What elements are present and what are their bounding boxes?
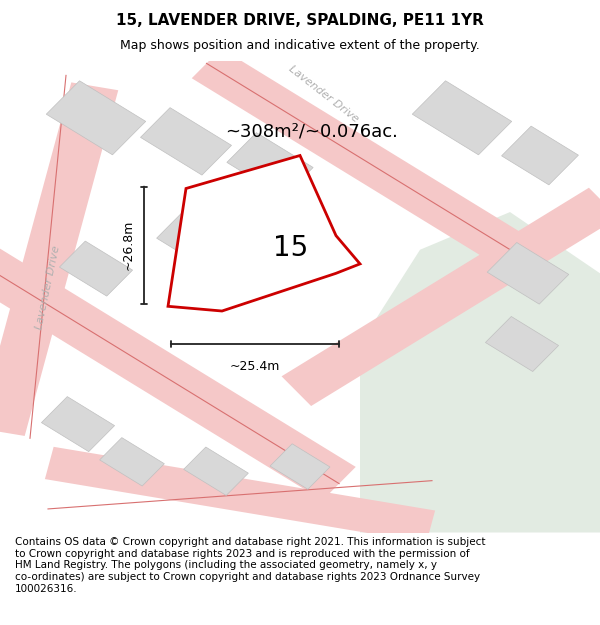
Polygon shape: [46, 81, 146, 155]
Polygon shape: [0, 235, 356, 501]
Polygon shape: [59, 241, 133, 296]
Polygon shape: [487, 242, 569, 304]
Polygon shape: [100, 438, 164, 486]
Text: Lavender Drive: Lavender Drive: [287, 64, 361, 124]
Polygon shape: [270, 444, 330, 489]
Polygon shape: [412, 81, 512, 155]
Text: Lavender Drive: Lavender Drive: [34, 244, 62, 331]
Text: Contains OS data © Crown copyright and database right 2021. This information is : Contains OS data © Crown copyright and d…: [15, 537, 485, 594]
Polygon shape: [485, 316, 559, 371]
Polygon shape: [157, 205, 251, 276]
Text: ~26.8m: ~26.8m: [122, 220, 135, 270]
Text: ~25.4m: ~25.4m: [230, 361, 280, 374]
Polygon shape: [45, 447, 435, 542]
Polygon shape: [281, 188, 600, 406]
Polygon shape: [227, 132, 313, 197]
Text: ~308m²/~0.076ac.: ~308m²/~0.076ac.: [226, 123, 398, 141]
Text: 15: 15: [273, 234, 308, 262]
Text: Map shows position and indicative extent of the property.: Map shows position and indicative extent…: [120, 39, 480, 52]
Polygon shape: [192, 49, 552, 281]
Polygon shape: [502, 126, 578, 185]
Polygon shape: [184, 447, 248, 496]
Polygon shape: [168, 156, 360, 311]
Polygon shape: [0, 82, 118, 436]
Polygon shape: [140, 107, 232, 175]
Polygon shape: [41, 397, 115, 452]
Text: 15, LAVENDER DRIVE, SPALDING, PE11 1YR: 15, LAVENDER DRIVE, SPALDING, PE11 1YR: [116, 12, 484, 28]
Polygon shape: [360, 212, 600, 532]
